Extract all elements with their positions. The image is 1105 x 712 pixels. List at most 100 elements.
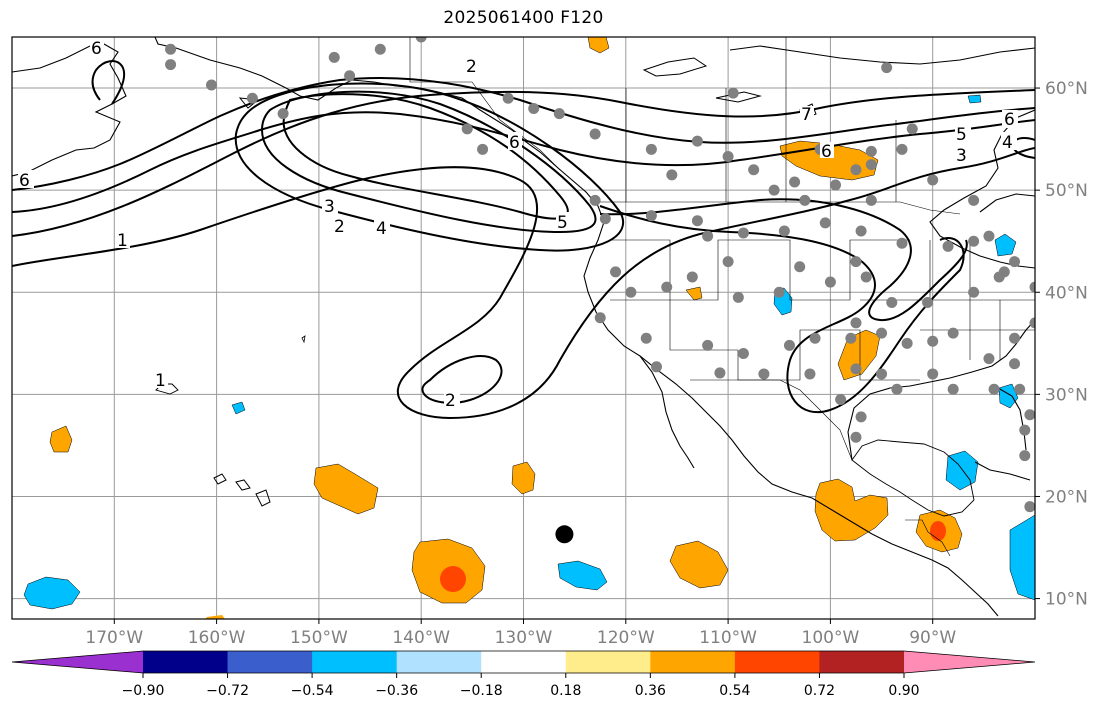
contour-label: 5 xyxy=(557,213,568,233)
station-marker xyxy=(947,327,959,339)
station-marker xyxy=(374,43,386,55)
station-marker xyxy=(783,339,795,351)
contour-label: 2 xyxy=(334,217,345,237)
colorbar-tick-label: −0.90 xyxy=(122,683,165,699)
station-marker xyxy=(610,266,622,278)
strong-positive-anomaly-core xyxy=(440,566,466,592)
station-marker xyxy=(865,145,877,157)
station-marker xyxy=(794,261,806,273)
colorbar-segment xyxy=(819,651,905,673)
station-marker xyxy=(876,368,888,380)
station-marker xyxy=(691,215,703,227)
station-marker xyxy=(927,174,939,186)
latitude-tick-label: 30°N xyxy=(1045,385,1088,405)
colorbar-segment xyxy=(227,651,313,673)
latitude-tick-label: 10°N xyxy=(1045,590,1088,610)
station-marker xyxy=(661,281,673,293)
station-marker xyxy=(640,332,652,344)
station-marker xyxy=(881,62,893,74)
longitude-tick-label: 150°W xyxy=(290,628,348,648)
negative-anomaly-region xyxy=(23,576,81,610)
station-marker xyxy=(732,291,744,303)
station-marker xyxy=(246,92,258,104)
longitude-tick-label: 100°W xyxy=(802,628,860,648)
contour-label: 4 xyxy=(1002,133,1013,153)
negative-anomaly-region xyxy=(557,560,608,591)
station-marker xyxy=(328,51,340,63)
station-marker xyxy=(165,43,177,55)
station-marker xyxy=(702,230,714,242)
station-marker xyxy=(625,286,637,298)
colorbar-tick-label: 0.72 xyxy=(804,683,835,699)
station-marker xyxy=(809,332,821,344)
station-marker xyxy=(594,312,606,324)
station-marker xyxy=(922,296,934,308)
longitude-axis: 170°W 160°W 150°W 140°W 130°W 120°W 110°W 100°W… xyxy=(85,619,956,648)
longitude-tick-label: 160°W xyxy=(188,628,246,648)
station-marker xyxy=(850,431,862,443)
coastlines xyxy=(12,37,1035,617)
station-marker xyxy=(686,271,698,283)
station-marker xyxy=(589,128,601,140)
longitude-tick-label: 90°W xyxy=(909,628,956,648)
station-marker xyxy=(645,143,657,155)
station-marker xyxy=(1034,320,1035,325)
station-marker xyxy=(804,368,816,380)
positive-anomaly-region xyxy=(669,540,729,589)
station-marker xyxy=(461,123,473,135)
station-marker xyxy=(415,37,427,43)
map-title: 2025061400 F120 xyxy=(443,8,604,28)
station-marker xyxy=(553,108,565,120)
station-marker xyxy=(722,150,734,162)
station-marker xyxy=(737,227,749,239)
station-marker xyxy=(748,164,760,176)
station-marker xyxy=(789,176,801,188)
latitude-tick-label: 60°N xyxy=(1045,79,1088,99)
station-marker xyxy=(896,237,908,249)
map-content: 2 6 6 1 6 3 4 2 5 6 5 4 3 2 xyxy=(12,37,1035,619)
station-marker xyxy=(850,317,862,329)
station-marker xyxy=(599,213,611,225)
station-marker xyxy=(835,393,847,405)
station-marker xyxy=(855,225,867,237)
station-marker xyxy=(165,59,177,71)
station-marker xyxy=(737,348,749,360)
station-marker xyxy=(758,368,770,380)
colorbar-upper-extension xyxy=(904,651,1035,673)
contour-label: 2 xyxy=(445,391,456,411)
station-marker xyxy=(876,327,888,339)
contour-label: 5 xyxy=(956,125,967,145)
highlighted-location-marker xyxy=(555,525,574,544)
colorbar-tick-label: 0.90 xyxy=(888,683,919,699)
station-marker xyxy=(778,225,790,237)
station-marker xyxy=(1009,256,1021,268)
colorbar-tick-label: −0.72 xyxy=(206,683,249,699)
colorbar-lower-extension xyxy=(12,651,143,673)
station-marker xyxy=(205,79,217,91)
colorbar-tick-label: −0.36 xyxy=(375,683,418,699)
station-marker xyxy=(702,339,714,351)
contour-label: 1 xyxy=(117,231,128,251)
station-marker xyxy=(1009,332,1021,344)
colorbar-tick-label: 0.18 xyxy=(550,683,581,699)
station-marker xyxy=(968,235,980,247)
station-marker xyxy=(277,108,289,120)
station-marker xyxy=(528,102,540,114)
station-marker xyxy=(1009,358,1021,370)
colorbar-tick-label: −0.54 xyxy=(291,683,334,699)
contour-label: 2 xyxy=(466,57,477,77)
colorbar-segment xyxy=(312,651,398,673)
negative-anomaly-region xyxy=(967,94,982,104)
station-marker xyxy=(855,411,867,423)
station-marker xyxy=(927,368,939,380)
station-marker xyxy=(650,361,662,373)
colorbar-segment xyxy=(565,651,651,673)
station-marker xyxy=(727,87,739,99)
station-marker xyxy=(714,367,726,379)
station-marker xyxy=(589,194,601,206)
longitude-tick-label: 130°W xyxy=(495,628,553,648)
station-marker xyxy=(942,240,954,252)
positive-anomaly-region xyxy=(685,286,703,301)
station-marker xyxy=(896,143,908,155)
